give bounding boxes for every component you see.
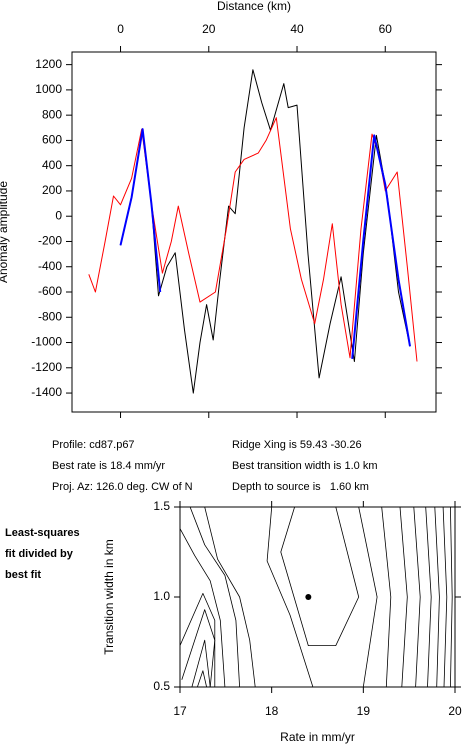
x-tick-label: 18 [265, 704, 279, 718]
contour-line [204, 506, 256, 688]
y-tick-label: 800 [42, 107, 62, 121]
note: Least-squares [5, 527, 80, 539]
y-tick-label: 1.5 [153, 499, 170, 513]
contour-line [280, 506, 360, 646]
x-tick-label: 20 [202, 22, 216, 36]
contour-line [381, 506, 392, 688]
contour-line [179, 593, 216, 687]
y-tick-label: -800 [38, 309, 62, 323]
contour-line [399, 506, 408, 688]
contour-line [191, 639, 211, 688]
line-series [120, 69, 411, 394]
contour-line [442, 506, 448, 688]
annotation: Ridge Xing is 59.43 -30.26 [232, 439, 362, 451]
x-tick-label: 17 [173, 704, 187, 718]
y-tick-label: -600 [38, 284, 62, 298]
annotation: Profile: cd87.p67 [52, 439, 135, 451]
y-tick-label: 400 [42, 158, 62, 172]
note: best fit [5, 569, 41, 581]
line-series [119, 128, 411, 359]
y-tick-label: 1.0 [153, 589, 170, 603]
x-tick-label: 60 [379, 22, 393, 36]
x-tick-label: 20 [448, 704, 462, 718]
contour-line [358, 506, 378, 688]
y-axis-label: Transition width in km [102, 539, 116, 655]
y-tick-label: 600 [42, 133, 62, 147]
best-fit-point [305, 594, 312, 600]
contour-line [179, 528, 226, 688]
annotation: Proj. Az: 126.0 deg. CW of N [52, 481, 193, 493]
annotation: Best rate is 18.4 mm/yr [52, 460, 165, 472]
contour-line [434, 506, 440, 688]
y-tick-label: 200 [42, 183, 62, 197]
y-tick-label: 1200 [35, 57, 62, 71]
contour-line [413, 506, 421, 688]
contour-line [189, 506, 240, 688]
y-tick-label: -200 [38, 234, 62, 248]
y-tick-label: -400 [38, 259, 62, 273]
note: fit divided by [5, 548, 74, 560]
y-tick-label: 0.5 [153, 679, 170, 693]
y-tick-label: 0 [55, 208, 62, 222]
plot-frame [71, 51, 437, 413]
plot-frame [179, 506, 456, 688]
y-tick-label: -1000 [31, 335, 62, 349]
y-tick-label: 1000 [35, 82, 62, 96]
contour-line [425, 506, 432, 688]
y-tick-label: -1400 [31, 385, 62, 399]
annotation: Best transition width is 1.0 km [232, 460, 378, 472]
x-axis-label: Rate in mm/yr [280, 730, 355, 744]
contour-line [266, 506, 314, 688]
contour-line [450, 506, 453, 688]
x-tick-label: 0 [117, 22, 124, 36]
x-tick-label: 19 [357, 704, 371, 718]
y-axis-label: Anomaly amplitude [0, 181, 10, 283]
line-series [88, 117, 418, 362]
contour-line [197, 670, 207, 688]
x-axis-label: Distance (km) [217, 0, 291, 13]
contour-line [181, 609, 216, 688]
y-tick-label: -1200 [31, 360, 62, 374]
annotation: Depth to source is 1.60 km [232, 481, 369, 493]
x-tick-label: 40 [290, 22, 304, 36]
